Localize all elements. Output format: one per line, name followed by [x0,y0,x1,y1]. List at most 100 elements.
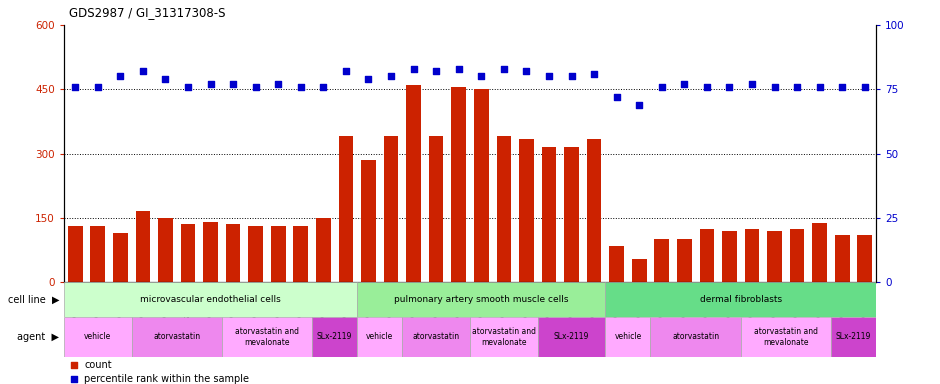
Text: atorvastatin and
mevalonate: atorvastatin and mevalonate [472,327,536,347]
Text: pulmonary artery smooth muscle cells: pulmonary artery smooth muscle cells [394,295,569,304]
Text: atorvastatin and
mevalonate: atorvastatin and mevalonate [235,327,299,347]
Text: atorvastatin and
mevalonate: atorvastatin and mevalonate [754,327,818,347]
Point [384,73,399,79]
Point [316,84,331,90]
Point [812,84,827,90]
Bar [429,136,444,282]
Point [541,73,556,79]
Point [66,362,81,368]
Bar [587,139,602,282]
Bar [135,212,150,282]
Point [677,81,692,87]
Point [135,68,150,74]
Point [158,76,173,82]
Bar [677,239,692,282]
Point [293,84,308,90]
Bar [357,282,605,317]
Point [338,68,353,74]
Bar [271,227,286,282]
Text: vehicle: vehicle [85,333,111,341]
Point [361,76,376,82]
Point [113,73,128,79]
Bar [741,317,831,357]
Text: vehicle: vehicle [367,333,393,341]
Text: count: count [85,360,112,370]
Point [474,73,489,79]
Bar [744,228,760,282]
Point [406,66,421,72]
Point [767,84,782,90]
Bar [790,228,805,282]
Bar [357,317,402,357]
Bar [132,317,222,357]
Bar [605,317,650,357]
Text: atorvastatin: atorvastatin [672,333,719,341]
Text: vehicle: vehicle [615,333,641,341]
Point [654,84,669,90]
Text: percentile rank within the sample: percentile rank within the sample [85,374,249,384]
Text: atorvastatin: atorvastatin [413,333,460,341]
Text: atorvastatin: atorvastatin [153,333,200,341]
Point [835,84,850,90]
Bar [64,317,132,357]
Bar [180,224,196,282]
Point [90,84,105,90]
Bar [654,239,669,282]
Bar [632,259,647,282]
Bar [203,222,218,282]
Bar [361,160,376,282]
Bar [338,136,353,282]
Point [564,73,579,79]
Bar [158,218,173,282]
Bar [384,136,399,282]
Text: SLx-2119: SLx-2119 [836,333,871,341]
Bar [767,231,782,282]
Bar [226,224,241,282]
Point [744,81,760,87]
Bar [519,139,534,282]
Point [632,102,647,108]
Bar [835,235,850,282]
Text: microvascular endothelial cells: microvascular endothelial cells [140,295,281,304]
Bar [312,317,357,357]
Bar [451,87,466,282]
Point [66,376,81,382]
Bar [90,227,105,282]
Bar [68,227,83,282]
Bar [248,227,263,282]
Point [699,84,714,90]
Bar [812,223,827,282]
Bar [699,228,714,282]
Bar [293,227,308,282]
Bar [406,85,421,282]
Bar [609,246,624,282]
Bar [831,317,876,357]
Bar [470,317,538,357]
Bar [857,235,872,282]
Bar [316,218,331,282]
Bar [541,147,556,282]
Point [226,81,241,87]
Bar [650,317,741,357]
Point [722,84,737,90]
Point [587,71,602,77]
Text: cell line  ▶: cell line ▶ [8,295,59,305]
Point [790,84,805,90]
Point [519,68,534,74]
Point [496,66,511,72]
Text: SLx-2119: SLx-2119 [554,333,589,341]
Bar [402,317,470,357]
Bar [496,136,511,282]
Point [609,94,624,100]
Bar [222,317,312,357]
Point [180,84,196,90]
Text: SLx-2119: SLx-2119 [317,333,352,341]
Text: agent  ▶: agent ▶ [17,332,59,342]
Bar [474,89,489,282]
Text: GDS2987 / GI_31317308-S: GDS2987 / GI_31317308-S [69,6,225,19]
Bar [64,282,357,317]
Text: dermal fibroblasts: dermal fibroblasts [699,295,782,304]
Bar [605,282,876,317]
Bar [564,147,579,282]
Point [429,68,444,74]
